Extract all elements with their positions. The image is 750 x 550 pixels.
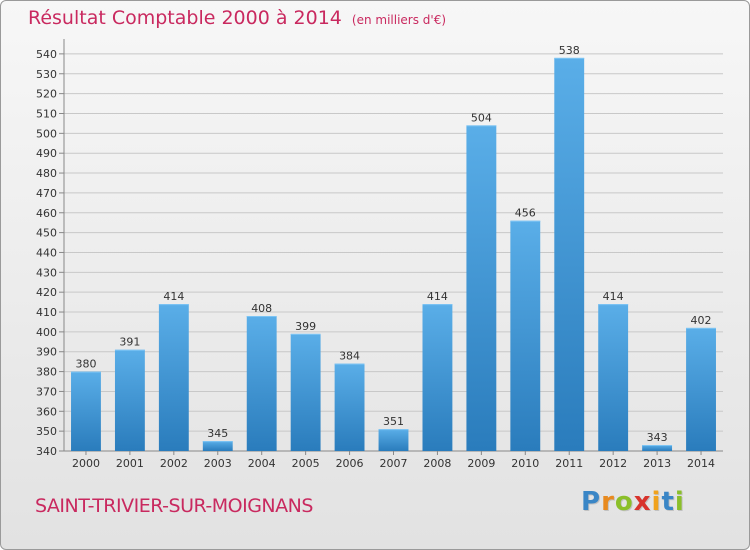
commune-name: SAINT-TRIVIER-SUR-MOIGNANS — [35, 495, 313, 517]
logo-letter: r — [601, 487, 615, 517]
y-tick-label: 350 — [36, 425, 57, 438]
chart-title-text: Résultat Comptable 2000 à 2014 — [28, 7, 342, 29]
y-tick-label: 510 — [36, 107, 57, 120]
bar — [554, 57, 585, 452]
y-tick-label: 490 — [36, 147, 57, 160]
logo-letter: o — [614, 487, 634, 517]
bar-value-label: 414 — [163, 290, 184, 303]
y-tick-label: 450 — [36, 227, 57, 240]
y-tick-label: 420 — [36, 286, 57, 299]
y-tick-label: 530 — [36, 68, 57, 81]
x-tick-label: 2007 — [380, 457, 408, 470]
bar — [202, 441, 233, 451]
y-tick-label: 430 — [36, 266, 57, 279]
logo-letter: i — [651, 487, 662, 517]
chart-title: Résultat Comptable 2000 à 2014 (en millie… — [28, 7, 446, 29]
bar — [246, 315, 277, 451]
x-tick-label: 2002 — [160, 457, 188, 470]
y-tick-label: 480 — [36, 167, 57, 180]
bar-value-label: 456 — [515, 207, 536, 220]
chart-unit: (en milliers d'€) — [351, 13, 447, 27]
y-tick-label: 340 — [36, 445, 57, 458]
logo-letter: P — [581, 487, 602, 517]
bar — [686, 327, 716, 451]
y-tick-label: 390 — [36, 346, 57, 359]
bar-value-label: 504 — [471, 111, 492, 124]
bar — [378, 429, 409, 451]
bar-value-label: 402 — [691, 314, 712, 327]
bar-value-label: 414 — [427, 290, 448, 303]
x-tick-label: 2013 — [643, 457, 671, 470]
y-tick-label: 370 — [36, 385, 57, 398]
bar — [290, 333, 321, 451]
logo-letter: x — [633, 487, 652, 517]
y-tick-label: 520 — [36, 88, 57, 101]
bar — [598, 304, 629, 451]
logo-letter: i — [674, 487, 685, 517]
bar-value-label: 391 — [119, 336, 140, 349]
bar-value-label: 384 — [339, 350, 360, 363]
bar-value-label: 345 — [207, 427, 228, 440]
bar — [642, 445, 673, 451]
x-tick-label: 2003 — [204, 457, 232, 470]
y-tick-label: 360 — [36, 405, 57, 418]
y-tick-label: 470 — [36, 187, 57, 200]
y-tick-label: 460 — [36, 207, 57, 220]
bar-value-label: 380 — [75, 358, 96, 371]
y-tick-label: 380 — [36, 366, 57, 379]
x-tick-label: 2001 — [116, 457, 144, 470]
y-tick-label: 400 — [36, 326, 57, 339]
x-tick-label: 2000 — [72, 457, 100, 470]
x-tick-label: 2005 — [292, 457, 320, 470]
bar — [71, 371, 101, 451]
logo-letter: t — [661, 487, 675, 517]
y-tick-label: 500 — [36, 127, 57, 140]
y-tick-label: 440 — [36, 246, 57, 259]
bar — [422, 304, 453, 451]
bar-value-label: 399 — [295, 320, 316, 333]
bar — [114, 349, 145, 451]
bar — [466, 125, 497, 452]
y-tick-label: 540 — [36, 48, 57, 61]
x-tick-label: 2006 — [336, 457, 364, 470]
bar-value-label: 343 — [647, 431, 668, 444]
x-tick-label: 2011 — [555, 457, 583, 470]
bar-value-label: 414 — [603, 290, 624, 303]
x-tick-label: 2009 — [467, 457, 495, 470]
proxiti-logo: Proxiti — [581, 487, 685, 517]
x-tick-label: 2008 — [423, 457, 451, 470]
bar-value-label: 408 — [251, 302, 272, 315]
bar — [334, 363, 365, 451]
bar — [158, 304, 189, 451]
bar-value-label: 538 — [559, 44, 580, 57]
y-tick-label: 410 — [36, 306, 57, 319]
x-tick-label: 2004 — [248, 457, 276, 470]
x-tick-label: 2010 — [511, 457, 539, 470]
bar — [510, 220, 541, 451]
bar-value-label: 351 — [383, 415, 404, 428]
x-tick-label: 2012 — [599, 457, 627, 470]
x-tick-label: 2014 — [687, 457, 715, 470]
